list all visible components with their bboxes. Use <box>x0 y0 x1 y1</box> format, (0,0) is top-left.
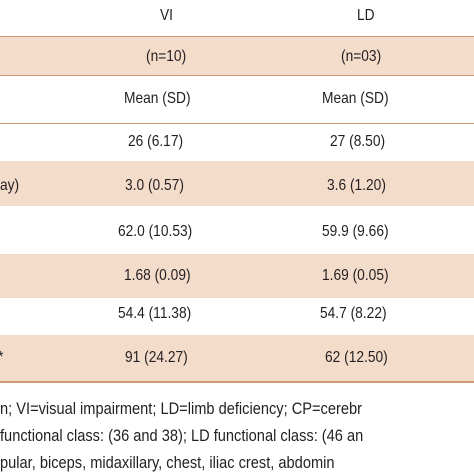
value-ld: 27 (8.50) <box>330 133 386 150</box>
header-rule <box>0 36 474 37</box>
value-ld: 3.6 (1.20) <box>327 177 386 194</box>
footnote-line: n; VI=visual impairment; LD=limb deficie… <box>0 399 363 418</box>
table-row: * 91 (24.27) 62 (12.50) <box>0 335 474 381</box>
table-row: ay) 3.0 (0.57) 3.6 (1.20) <box>0 161 474 206</box>
sample-size-rule <box>0 75 474 76</box>
footnote-line: pular, biceps, midaxillary, chest, iliac… <box>0 453 335 472</box>
value-ld: 59.9 (9.66) <box>322 223 389 240</box>
sample-size-ld: (n=03) <box>341 48 382 65</box>
statistic-vi: Mean (SD) <box>124 90 191 107</box>
value-ld: 62 (12.50) <box>325 349 388 366</box>
sample-size-vi: (n=10) <box>146 48 187 65</box>
table-row: 26 (6.17) 27 (8.50) <box>0 124 474 161</box>
value-vi: 26 (6.17) <box>128 133 184 150</box>
table-header-row: VI LD <box>0 0 474 35</box>
table-row: 62.0 (10.53) 59.9 (9.66) <box>0 206 474 254</box>
table-row: 54.4 (11.38) 54.7 (8.22) <box>0 298 474 335</box>
column-header-vi: VI <box>160 7 174 24</box>
column-header-ld: LD <box>357 7 375 24</box>
value-ld: 1.69 (0.05) <box>322 267 389 284</box>
value-vi: 91 (24.27) <box>125 349 188 366</box>
value-vi: 62.0 (10.53) <box>118 223 193 240</box>
table-row: 1.68 (0.09) 1.69 (0.05) <box>0 254 474 298</box>
value-vi: 1.68 (0.09) <box>124 267 191 284</box>
sample-size-row: (n=10) (n=03) <box>0 37 474 75</box>
statistic-row: Mean (SD) Mean (SD) <box>0 76 474 123</box>
row-label: ay) <box>0 177 20 194</box>
row-label: * <box>0 350 3 366</box>
statistic-rule <box>0 123 474 124</box>
value-vi: 3.0 (0.57) <box>125 177 184 194</box>
value-vi: 54.4 (11.38) <box>118 305 192 322</box>
statistic-ld: Mean (SD) <box>322 90 389 107</box>
value-ld: 54.7 (8.22) <box>320 305 387 322</box>
table-bottom-rule <box>0 381 474 383</box>
footnote-line: functional class: (36 and 38); LD functi… <box>0 426 364 445</box>
